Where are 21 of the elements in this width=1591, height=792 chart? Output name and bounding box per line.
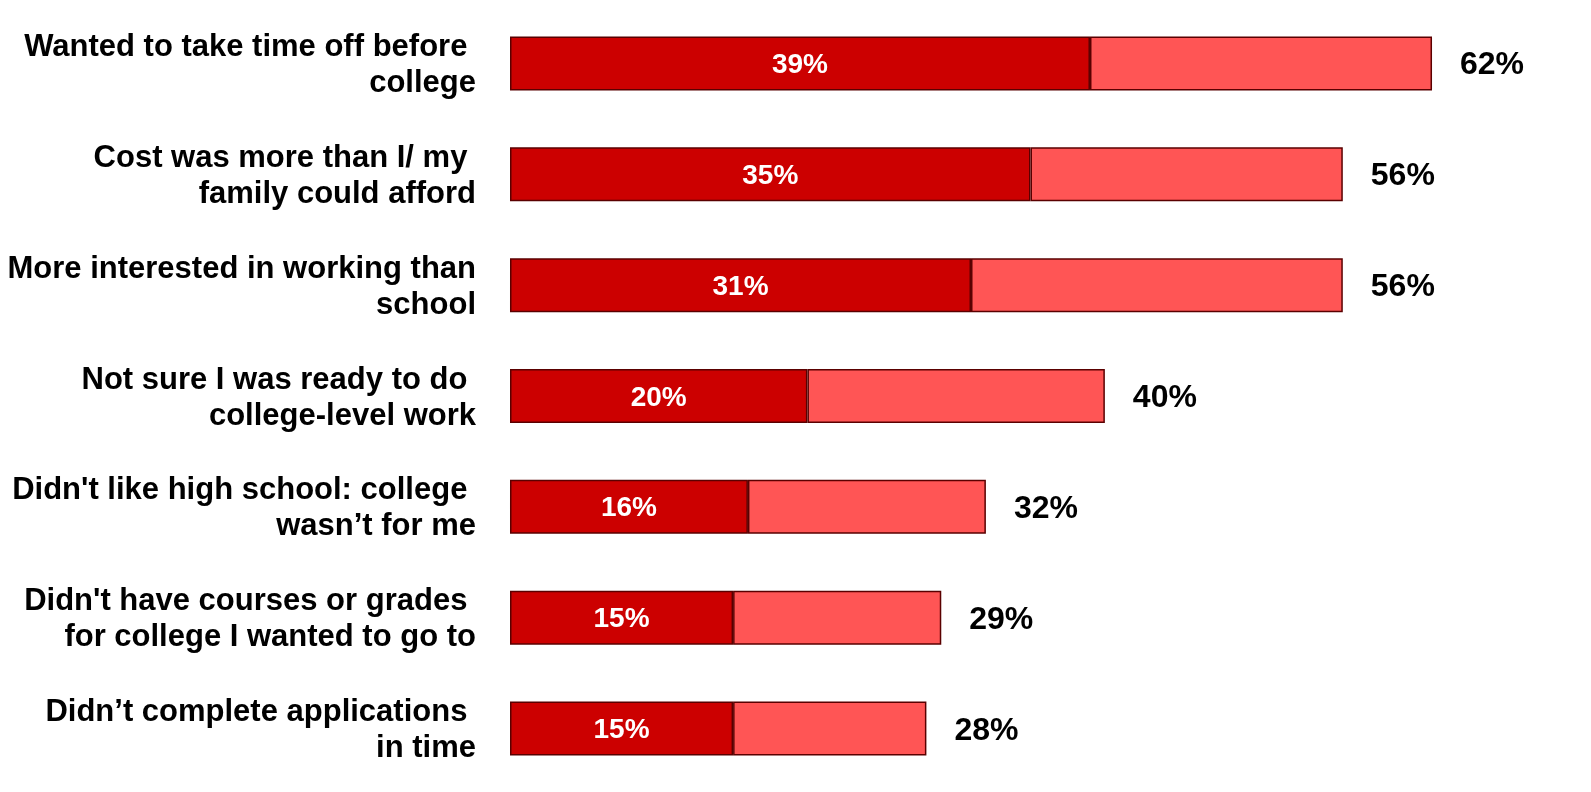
y-tick-label: More interested in working than school [7,249,476,321]
total-label: 29% [969,599,1034,636]
y-tick-label: Didn't like high school: college wasn’t for me [12,471,476,543]
y-tick-label: Wanted to take time off before college [24,27,476,99]
data-label: 31% [712,269,769,301]
data-label: 20% [630,380,687,412]
y-tick-label: Cost was more than I/ my family could afford [93,138,476,210]
y-tick-label: Didn’t complete applications in time [45,693,476,765]
data-label: 39% [771,47,829,79]
data-label: 16% [600,491,658,523]
data-label: 35% [742,158,799,190]
total-label: 40% [1132,378,1197,414]
total-label: 62% [1460,45,1525,82]
y-tick-label: Not sure I was ready to do college-level work [81,360,477,432]
data-label: 15% [593,602,650,634]
data-label: 15% [593,713,650,745]
total-label: 56% [1370,267,1435,304]
total-label: 28% [954,710,1019,747]
y-tick-label: Didn't have courses or grades for college I wanted to go to [24,582,476,654]
total-label: 56% [1370,156,1435,193]
total-label: 32% [1013,488,1078,525]
